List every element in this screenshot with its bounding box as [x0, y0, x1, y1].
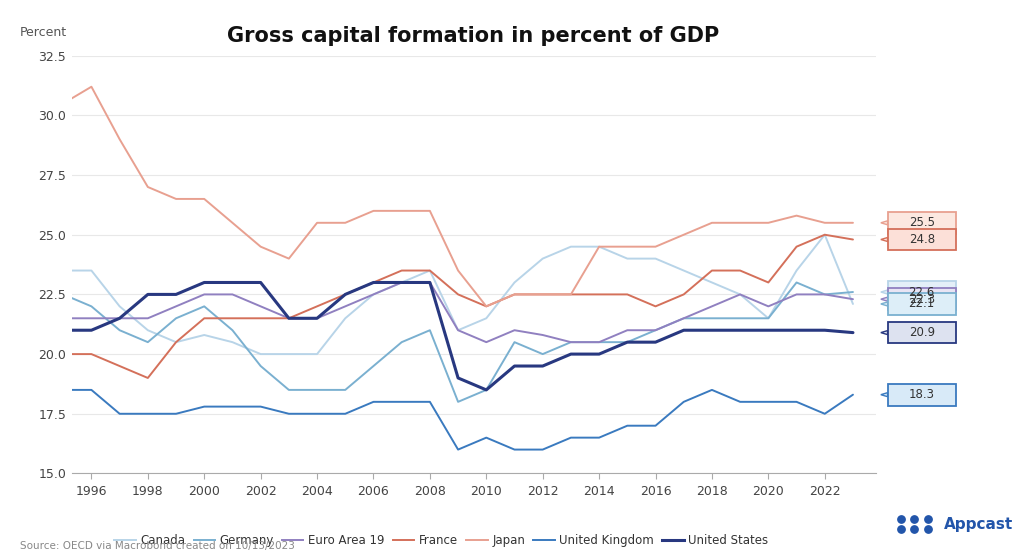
Point	[906, 515, 923, 524]
Text: Appcast: Appcast	[944, 517, 1014, 531]
Polygon shape	[881, 331, 888, 335]
Text: 22.3: 22.3	[908, 292, 935, 306]
Point	[893, 525, 909, 534]
Text: Source: OECD via Macrobond created on 10/13/2023: Source: OECD via Macrobond created on 10…	[20, 541, 295, 551]
Text: 22.6: 22.6	[908, 286, 935, 299]
Text: 25.5: 25.5	[908, 216, 935, 229]
Point	[920, 525, 936, 534]
Polygon shape	[881, 393, 888, 397]
Polygon shape	[881, 290, 888, 294]
Text: 24.8: 24.8	[908, 233, 935, 246]
Polygon shape	[881, 297, 888, 301]
Text: 18.3: 18.3	[908, 388, 935, 401]
FancyBboxPatch shape	[888, 293, 955, 315]
FancyBboxPatch shape	[888, 228, 955, 250]
Title: Gross capital formation in percent of GDP: Gross capital formation in percent of GD…	[227, 26, 720, 46]
Point	[920, 515, 936, 524]
FancyBboxPatch shape	[888, 384, 955, 405]
Text: 22.1: 22.1	[908, 297, 935, 310]
FancyBboxPatch shape	[888, 281, 955, 303]
FancyBboxPatch shape	[888, 322, 955, 344]
Point	[893, 515, 909, 524]
Text: 20.9: 20.9	[908, 326, 935, 339]
Polygon shape	[881, 221, 888, 225]
Polygon shape	[881, 237, 888, 242]
Point	[906, 525, 923, 534]
Text: Percent: Percent	[19, 26, 67, 39]
Legend: Canada, Germany, Euro Area 19, France, Japan, United Kingdom, United States: Canada, Germany, Euro Area 19, France, J…	[110, 530, 773, 552]
FancyBboxPatch shape	[888, 212, 955, 234]
Polygon shape	[881, 302, 888, 306]
FancyBboxPatch shape	[888, 289, 955, 310]
